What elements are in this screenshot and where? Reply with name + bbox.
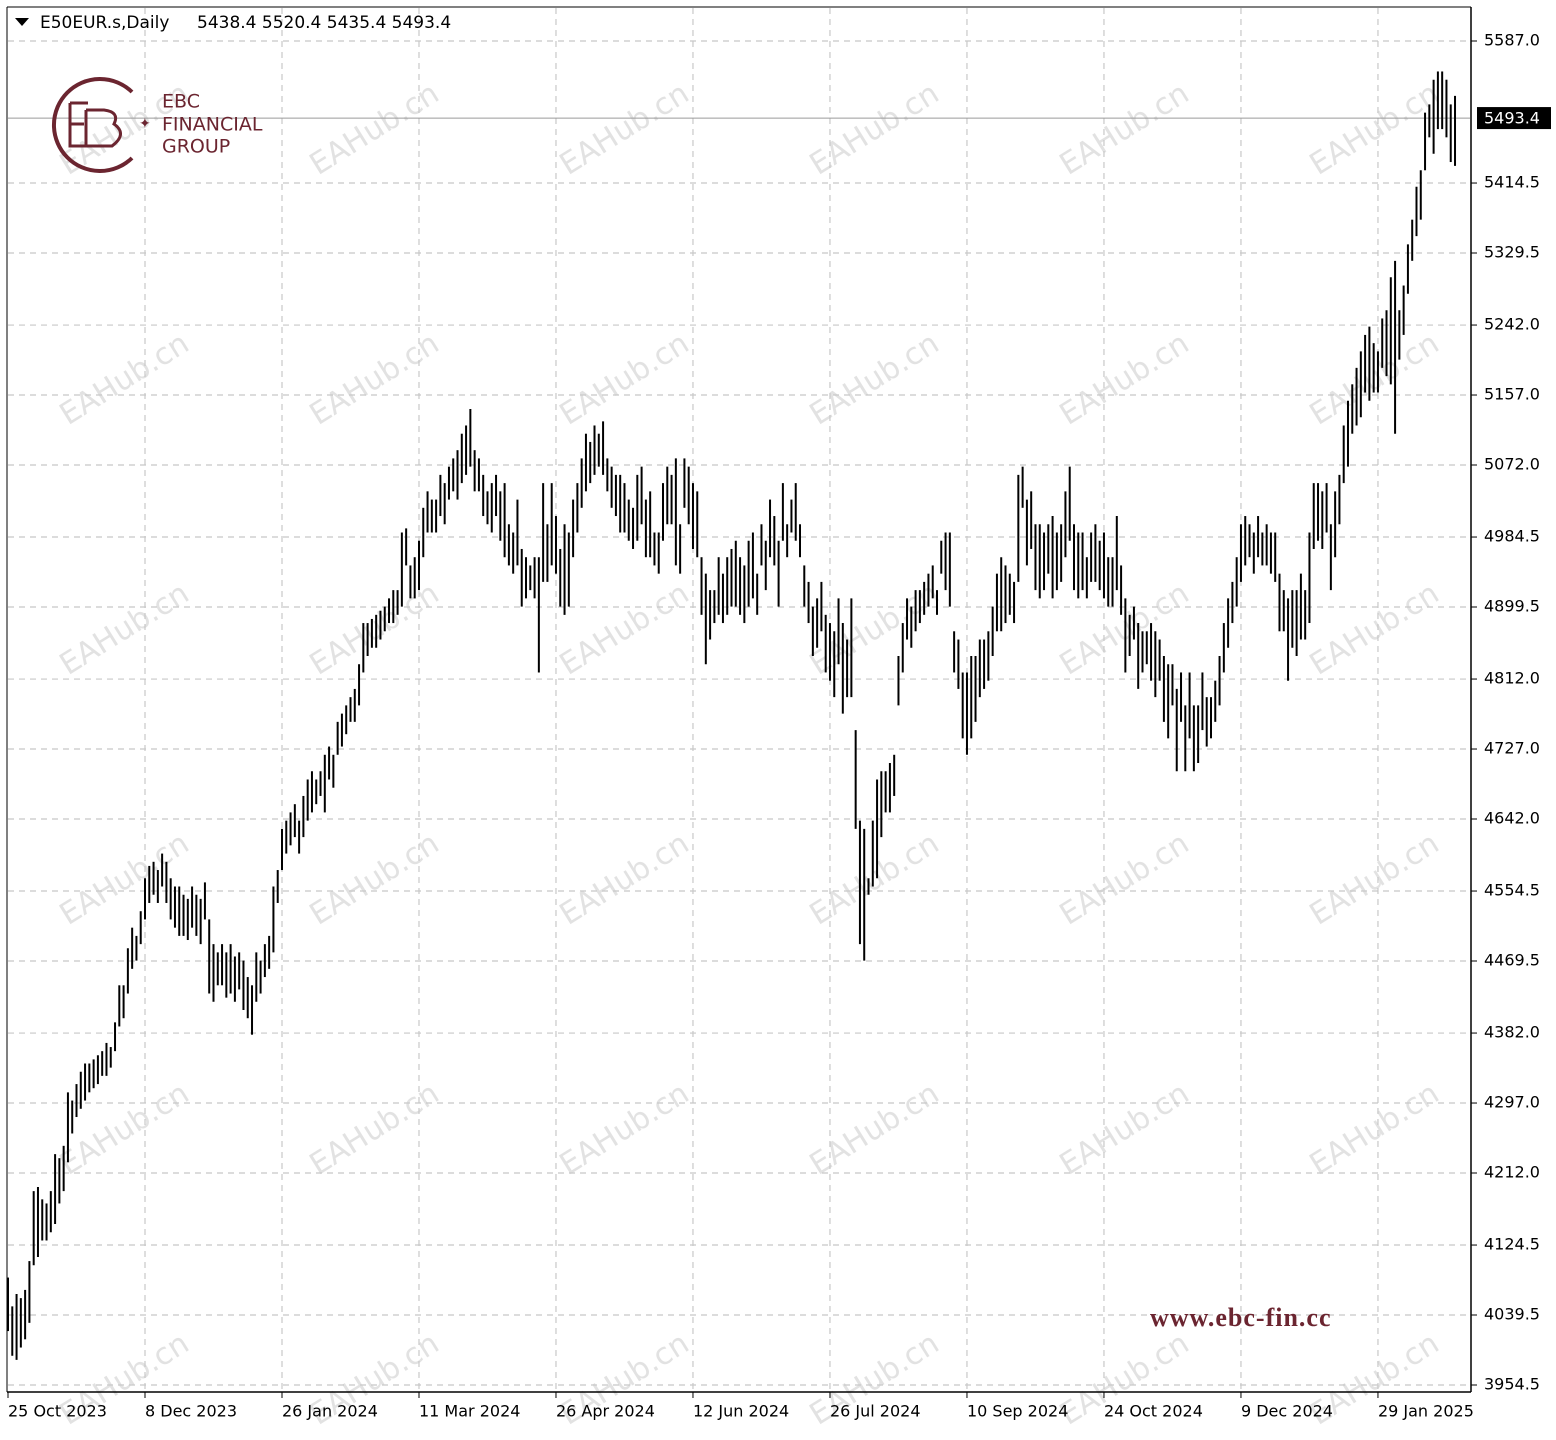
x-tick-label: 29 Jan 2025 <box>1378 1402 1474 1421</box>
logo-star: ✦ <box>139 116 151 132</box>
y-tick-label: 4812.0 <box>1484 669 1540 688</box>
close: 5493.4 <box>392 13 451 33</box>
bars <box>7 71 1457 1360</box>
brand-name: EBC <box>162 91 200 113</box>
x-tick-label: 26 Jan 2024 <box>282 1402 378 1421</box>
y-tick-label: 5157.0 <box>1484 385 1540 404</box>
brand-line: GROUP <box>162 136 230 158</box>
y-tick-label: 4124.5 <box>1484 1235 1540 1254</box>
y-tick-label: 5587.0 <box>1484 31 1540 50</box>
open: 5438.4 <box>197 13 256 33</box>
y-tick-label: 5242.0 <box>1484 315 1540 334</box>
x-tick-label: 24 Oct 2024 <box>1104 1402 1203 1421</box>
brand-url: www.ebc-fin.cc <box>1150 1303 1332 1332</box>
y-tick-label: 4642.0 <box>1484 808 1540 827</box>
x-tick-label: 12 Jun 2024 <box>693 1402 789 1421</box>
y-tick-label: 3954.5 <box>1484 1374 1540 1393</box>
y-tick-label: 4727.0 <box>1484 739 1540 758</box>
brand-line: FINANCIAL <box>162 114 263 136</box>
y-tick-label: 4297.0 <box>1484 1093 1540 1112</box>
y-tick-label: 5329.5 <box>1484 243 1540 262</box>
logo-mark <box>68 101 122 148</box>
x-tick-label: 26 Apr 2024 <box>556 1402 655 1421</box>
x-tick-label: 11 Mar 2024 <box>419 1402 520 1421</box>
axes: 5587.0 5414.5 5329.5 5242.0 5157.0 5072.0 4984… <box>6 6 1551 1421</box>
price-label: 5493.4 <box>1484 109 1540 128</box>
y-tick-label: 4212.0 <box>1484 1162 1540 1181</box>
header: E50EUR.s,Daily 5438.4 5520.4 5435.4 5493… <box>15 13 451 33</box>
y-tick-label: 4039.5 <box>1484 1305 1540 1324</box>
grid <box>8 8 1470 1391</box>
y-tick-label: 4899.5 <box>1484 597 1540 616</box>
y-tick-label: 4382.0 <box>1484 1023 1540 1042</box>
y-tick-label: 5414.5 <box>1484 173 1540 192</box>
y-tick-label: 5072.0 <box>1484 454 1540 473</box>
logo: ✦ EBC FINANCIAL GROUP <box>52 77 263 173</box>
x-tick-label: 10 Sep 2024 <box>967 1402 1068 1421</box>
high: 5520.4 <box>262 13 321 33</box>
menu-arrow[interactable] <box>15 18 29 26</box>
ohlc: 5438.4 5520.4 5435.4 5493.4 <box>197 13 451 33</box>
symbol: E50EUR.s,Daily <box>40 13 169 33</box>
logo-ring <box>52 77 134 173</box>
y-tick-label: 4984.5 <box>1484 527 1540 546</box>
x-tick-label: 25 Oct 2023 <box>8 1402 107 1421</box>
low: 5435.4 <box>327 13 386 33</box>
price-label-bg <box>1477 107 1551 130</box>
x-tick-label: 8 Dec 2023 <box>145 1402 237 1421</box>
y-tick-label: 4469.5 <box>1484 951 1540 970</box>
x-tick-label: 9 Dec 2024 <box>1241 1402 1333 1421</box>
y-tick-label: 4554.5 <box>1484 881 1540 900</box>
x-tick-label: 26 Jul 2024 <box>830 1402 921 1421</box>
